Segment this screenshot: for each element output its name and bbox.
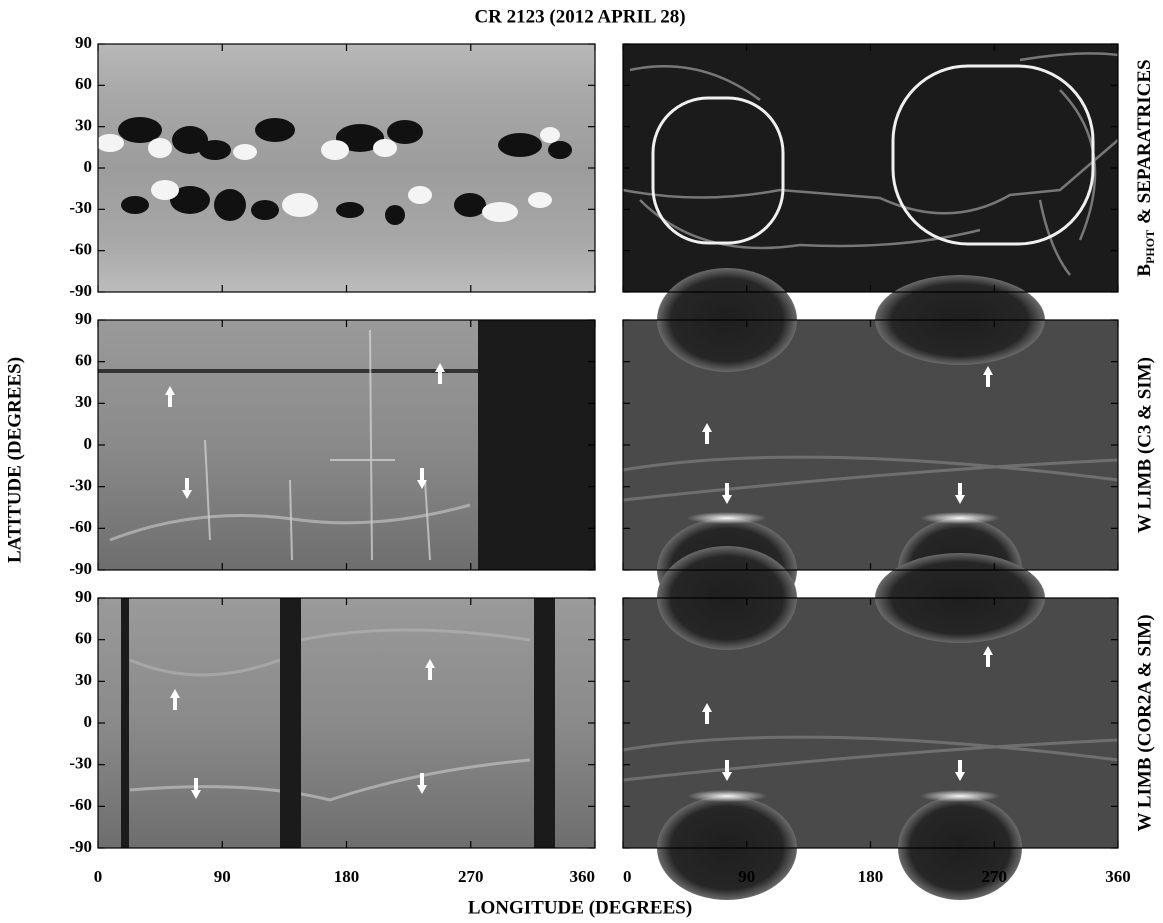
y-tick-label: -90 xyxy=(69,837,92,856)
y-tick-label: -60 xyxy=(69,240,92,259)
y-tick-label: 90 xyxy=(75,309,92,328)
x-tick-label: 270 xyxy=(458,867,484,886)
y-tick-label: -90 xyxy=(69,281,92,300)
panel-image xyxy=(623,44,1118,292)
y-tick-label: -30 xyxy=(69,198,92,217)
y-tick-label: 30 xyxy=(75,116,92,135)
panel-image xyxy=(98,320,595,570)
y-tick-label: -30 xyxy=(69,476,92,495)
y-tick-label: 0 xyxy=(84,712,93,731)
x-tick-label: 0 xyxy=(623,867,632,886)
row-label-rest: & SEPARATRICES xyxy=(1134,59,1155,224)
x-axis-label: LONGITUDE (DEGREES) xyxy=(468,897,692,918)
row-label-main: B xyxy=(1134,264,1155,277)
y-tick-label: -30 xyxy=(69,754,92,773)
y-tick-label: 30 xyxy=(75,670,92,689)
figure: CR 2123 (2012 APRIL 28) LONGITUDE (DEGRE… xyxy=(0,0,1163,923)
x-tick-label: 360 xyxy=(570,867,596,886)
y-tick-label: 90 xyxy=(75,587,92,606)
x-tick-label: 360 xyxy=(1105,867,1131,886)
y-tick-label: 60 xyxy=(75,629,92,648)
y-tick-label: 0 xyxy=(84,157,93,176)
x-tick-label: 0 xyxy=(94,867,103,886)
title: CR 2123 (2012 APRIL 28) xyxy=(474,6,685,27)
y-axis-label: LATITUDE (DEGREES) xyxy=(4,357,25,563)
y-tick-label: -60 xyxy=(69,517,92,536)
y-tick-label: 90 xyxy=(75,33,92,52)
y-tick-label: -60 xyxy=(69,795,92,814)
x-tick-label: 270 xyxy=(982,867,1008,886)
x-tick-label: 90 xyxy=(738,867,755,886)
y-tick-label: 0 xyxy=(84,434,93,453)
row-label: W LIMB (C3 & SIM) xyxy=(1134,357,1155,533)
row-label-sub: PHOT xyxy=(1143,230,1157,264)
row-label: W LIMB (COR2A & SIM) xyxy=(1134,614,1155,831)
y-tick-label: 60 xyxy=(75,351,92,370)
panel-image xyxy=(96,44,595,292)
y-tick-label: -90 xyxy=(69,559,92,578)
row-label: BPHOT & SEPARATRICES xyxy=(1134,59,1156,276)
x-tick-label: 180 xyxy=(858,867,884,886)
x-tick-label: 90 xyxy=(214,867,231,886)
y-tick-label: 30 xyxy=(75,392,92,411)
x-tick-label: 180 xyxy=(334,867,360,886)
y-tick-label: 60 xyxy=(75,74,92,93)
panel-image xyxy=(98,598,595,848)
